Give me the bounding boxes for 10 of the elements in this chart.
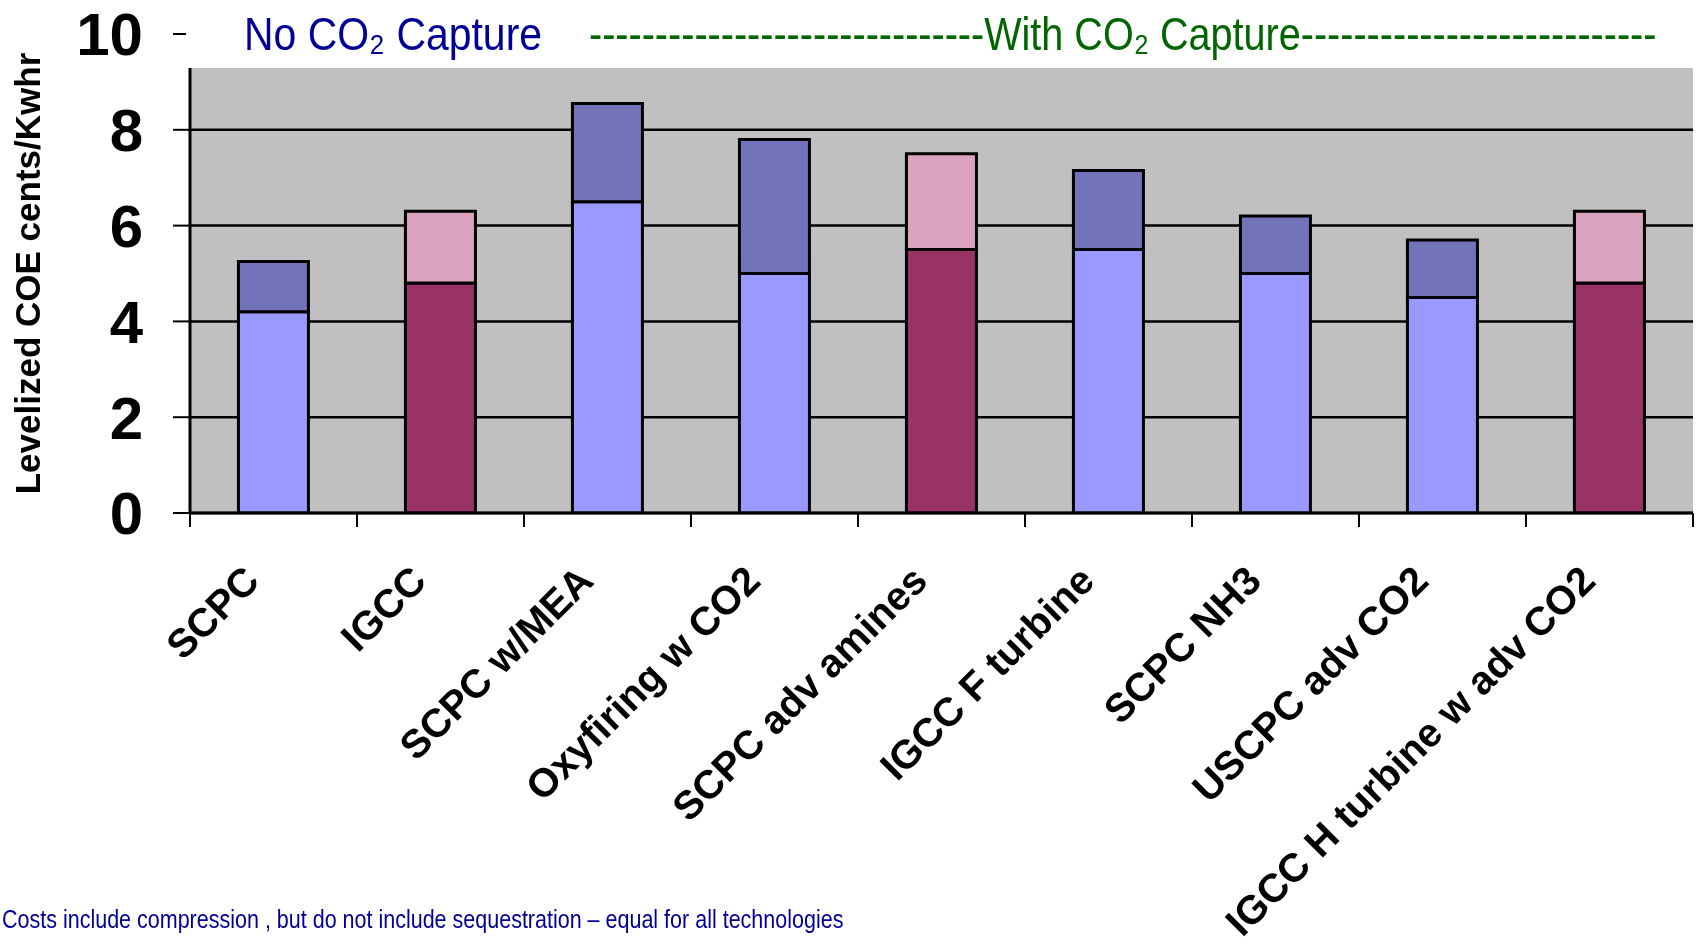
- annotation: No CO₂ Capture: [244, 8, 543, 60]
- annotation: ------------------------------With CO₂ Capture---------------------------: [589, 8, 1657, 60]
- y-tick-label: 0: [109, 480, 143, 548]
- y-tick-label: 8: [109, 97, 143, 165]
- y-tick-label: 10: [76, 1, 143, 69]
- text: Costs include compression , but do not include sequestration – equal for all technologies: [2, 905, 844, 934]
- y-tick-label: 2: [109, 384, 143, 452]
- y-tick-label: 4: [109, 288, 144, 356]
- y-tick-label: 6: [109, 192, 143, 260]
- y-axis-title: Levelized COE cents/Kwhr: [7, 52, 47, 495]
